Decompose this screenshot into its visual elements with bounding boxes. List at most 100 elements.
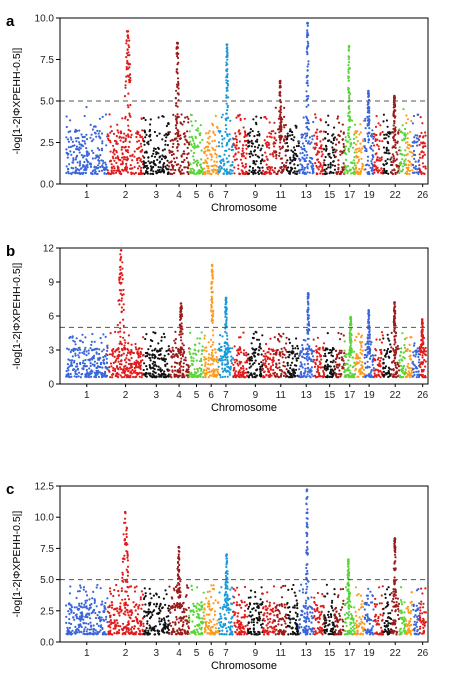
chr20-point xyxy=(376,144,378,146)
chr1-point xyxy=(89,163,91,165)
chr17-peak-point xyxy=(351,334,353,336)
chr23-point xyxy=(402,169,404,171)
chr15-point xyxy=(332,151,334,153)
chr4-point xyxy=(175,127,177,129)
chr1-point xyxy=(94,166,96,168)
chr26-peak-point xyxy=(422,334,424,336)
chr22-point xyxy=(396,362,398,364)
chr2-point xyxy=(134,150,136,152)
chr5-point xyxy=(197,170,199,172)
chr2-peak-point xyxy=(117,348,119,350)
chr22-point xyxy=(392,161,394,163)
chr5-point xyxy=(189,162,191,164)
chr1-point xyxy=(95,376,97,378)
chr24-point xyxy=(409,358,411,360)
chr6-point xyxy=(204,335,206,337)
chr9-point xyxy=(252,118,254,120)
chr4-point xyxy=(179,362,181,364)
chr2-point xyxy=(140,361,142,363)
chr21-point xyxy=(389,133,391,135)
chr15-point xyxy=(324,353,326,355)
chr4-peak-point xyxy=(175,97,177,99)
chr3-point xyxy=(163,171,165,173)
chr9-point xyxy=(256,139,258,141)
chr19-peak-point xyxy=(368,331,370,333)
chr1-point xyxy=(95,155,97,157)
chr16-point xyxy=(338,142,340,144)
chr6-point xyxy=(217,374,219,376)
chr24-point xyxy=(407,132,409,134)
chr3-point xyxy=(143,160,145,162)
chr7-peak-point xyxy=(226,317,228,319)
chr1-point xyxy=(67,138,69,140)
chr17-point xyxy=(343,355,345,357)
chr4-point xyxy=(179,167,181,169)
chr1-point xyxy=(105,144,107,146)
chr2-peak-point xyxy=(127,104,129,106)
chr6-point xyxy=(214,375,216,377)
chr2-point xyxy=(127,171,129,173)
chr9-point xyxy=(262,145,264,147)
chr2-point xyxy=(130,164,132,166)
chr3-point xyxy=(151,350,153,352)
chr5-point xyxy=(191,125,193,127)
chr7-peak-point xyxy=(226,109,228,111)
chr26-point xyxy=(422,162,424,164)
chr2-peak-point xyxy=(124,87,126,89)
chr13-peak-point xyxy=(307,307,309,309)
chr3-point xyxy=(154,354,156,356)
chr5-point xyxy=(188,351,190,353)
y-tick-label: 0.0 xyxy=(40,180,54,191)
chr17-peak-point xyxy=(348,80,350,82)
chr2-peak-point xyxy=(120,293,122,295)
chr3-point xyxy=(163,333,165,335)
chr7-peak-point xyxy=(226,87,228,89)
chr2-peak-point xyxy=(129,74,131,76)
chr9-point xyxy=(255,376,257,378)
chr7-point xyxy=(226,359,228,361)
chr15-point xyxy=(330,162,332,164)
chr9-point xyxy=(249,135,251,137)
chr19-peak-point xyxy=(368,324,370,326)
chr3-point xyxy=(154,364,156,366)
chr21-point xyxy=(388,356,390,358)
chr14-point xyxy=(319,361,321,363)
chr19-peak-point xyxy=(368,322,370,324)
chr3-point xyxy=(159,358,161,360)
chr13-peak-point xyxy=(307,41,309,43)
chr20-point xyxy=(379,339,381,341)
chr1-point xyxy=(104,355,106,357)
chr3-point xyxy=(165,358,167,360)
chr10-point xyxy=(269,153,271,155)
chr4-point xyxy=(185,357,187,359)
chr24-point xyxy=(411,372,413,374)
chr15-point xyxy=(330,157,332,159)
chr5-point xyxy=(190,375,192,377)
chr5-point xyxy=(191,168,193,170)
chr13-point xyxy=(309,143,311,145)
chr11-peak-top xyxy=(279,80,282,83)
chr4-peak-point xyxy=(177,106,179,108)
chr5-point xyxy=(189,365,191,367)
chr26-point xyxy=(420,142,422,144)
chr2-point xyxy=(112,157,114,159)
chr8-point xyxy=(237,348,239,350)
chr6-point xyxy=(213,373,215,375)
chr19-point xyxy=(364,150,366,152)
chr14-point xyxy=(321,151,323,153)
chr13-point xyxy=(311,163,313,165)
chr19-point xyxy=(364,140,366,142)
chr11-point xyxy=(286,368,288,370)
chr4-point xyxy=(172,168,174,170)
chr4-point xyxy=(186,130,188,132)
chr2-point xyxy=(122,146,124,148)
chr1-point xyxy=(91,333,93,335)
chr22-point xyxy=(397,345,399,347)
chr19-point xyxy=(369,358,371,360)
chr2-point xyxy=(111,374,113,376)
chr9-point xyxy=(259,374,261,376)
chr1-point xyxy=(92,152,94,154)
chr15-point xyxy=(326,172,328,174)
chr20-point xyxy=(378,362,380,364)
